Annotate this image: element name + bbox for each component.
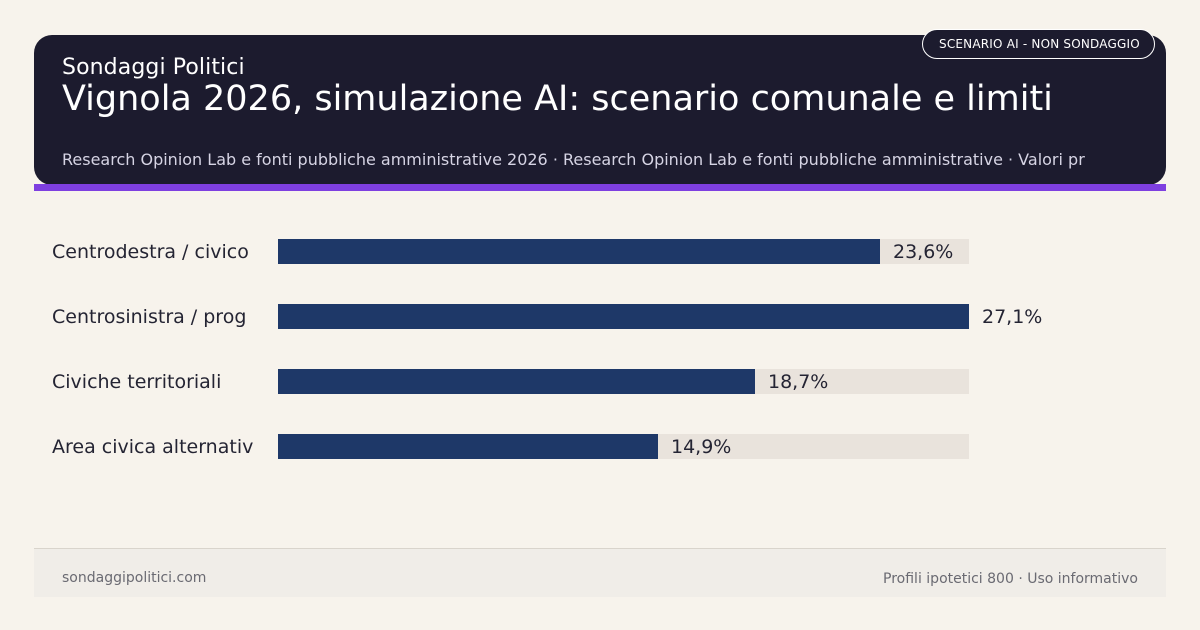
bar-chart: Centrodestra / civico 23,6% Centrosinistra… — [52, 239, 1043, 459]
source-subtitle: Research Opinion Lab e fonti pubbliche a… — [62, 150, 1085, 169]
footer-note: Profili ipotetici 800 · Uso informativo — [883, 571, 1138, 587]
category-label: Civiche territoriali — [52, 371, 222, 393]
page-title: Vignola 2026, simulazione AI: scenario c… — [62, 79, 1053, 119]
category-label: Centrodestra / civico — [52, 241, 249, 263]
value-label: 27,1% — [982, 306, 1043, 328]
category-label: Area civica alternativ — [52, 436, 254, 458]
bar — [278, 434, 658, 459]
scenario-badge: SCENARIO AI - NON SONDAGGIO — [922, 29, 1155, 59]
header-accent-bar — [34, 184, 1166, 191]
brand-name: Sondaggi Politici — [62, 55, 245, 80]
bar — [278, 239, 880, 264]
value-label: 23,6% — [893, 241, 954, 263]
category-label: Centrosinistra / prog — [52, 306, 247, 328]
bar — [278, 369, 755, 394]
value-label: 14,9% — [671, 436, 732, 458]
footer-site: sondaggipolitici.com — [62, 570, 207, 586]
header-panel: Sondaggi Politici Vignola 2026, simulazi… — [34, 35, 1166, 185]
value-label: 18,7% — [768, 371, 829, 393]
footer: sondaggipolitici.com Profili ipotetici 8… — [34, 548, 1166, 597]
bar — [278, 304, 969, 329]
